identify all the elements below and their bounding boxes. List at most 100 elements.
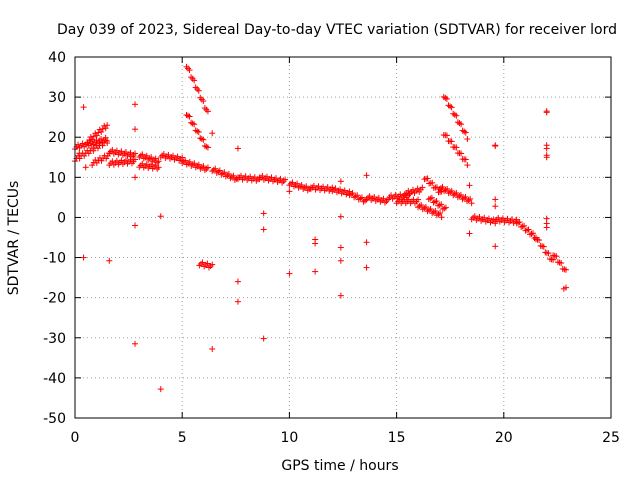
data-point <box>545 250 552 257</box>
data-point <box>438 214 445 221</box>
data-point <box>543 109 550 116</box>
data-point <box>79 140 86 147</box>
data-point <box>429 179 436 186</box>
data-point <box>151 156 158 163</box>
data-point <box>104 138 111 145</box>
data-point <box>448 187 455 194</box>
data-point <box>84 140 91 147</box>
data-point <box>529 230 536 237</box>
data-point <box>149 158 156 165</box>
data-point <box>93 132 100 139</box>
y-axis-label: SDTVAR / TECUs <box>6 181 22 296</box>
data-point <box>286 188 293 195</box>
data-point <box>204 144 211 151</box>
data-point <box>155 158 162 165</box>
data-point <box>558 260 565 267</box>
data-point <box>152 155 159 162</box>
data-point <box>186 113 193 120</box>
data-point <box>186 158 193 165</box>
data-point <box>106 257 113 264</box>
y-tick-label: 20 <box>48 130 66 146</box>
data-point <box>80 254 87 261</box>
data-point <box>467 195 474 202</box>
data-point <box>179 154 186 161</box>
y-tick-label: -30 <box>43 331 66 347</box>
data-point <box>132 222 139 229</box>
data-point <box>209 130 216 137</box>
data-point <box>99 125 106 132</box>
data-point <box>98 135 105 142</box>
data-point <box>458 150 465 157</box>
data-point <box>200 163 207 170</box>
data-point <box>139 151 146 158</box>
data-point <box>358 194 365 201</box>
data-point <box>363 264 370 271</box>
data-point <box>90 133 97 140</box>
data-point <box>191 121 198 128</box>
y-tick-label: -20 <box>43 291 66 307</box>
data-point <box>524 227 531 234</box>
data-point <box>312 268 319 275</box>
data-point <box>225 170 232 177</box>
data-point <box>157 213 164 220</box>
data-point <box>268 174 275 181</box>
data-point <box>259 173 266 180</box>
data-point <box>143 152 150 159</box>
data-point <box>519 223 526 230</box>
data-point <box>332 185 339 192</box>
data-point <box>195 161 202 168</box>
data-point <box>312 240 319 247</box>
data-point <box>75 141 82 148</box>
data-point <box>525 226 532 233</box>
data-point <box>540 243 547 250</box>
data-point <box>433 198 440 205</box>
y-tick-label: 40 <box>48 50 66 66</box>
data-point <box>337 178 344 185</box>
data-point <box>132 174 139 181</box>
data-point <box>405 187 412 194</box>
data-point <box>453 144 460 151</box>
data-point <box>448 138 455 145</box>
data-point <box>260 335 267 342</box>
data-point <box>204 108 211 115</box>
data-point <box>118 148 125 155</box>
x-tick-label: 20 <box>495 430 513 446</box>
data-point <box>165 151 172 158</box>
data-point <box>127 149 134 156</box>
data-point <box>195 128 202 135</box>
data-point <box>146 155 153 162</box>
data-point <box>428 194 435 201</box>
data-point <box>522 227 529 234</box>
data-point <box>337 186 344 193</box>
data-point <box>89 136 96 143</box>
data-point <box>140 155 147 162</box>
data-point <box>298 181 305 188</box>
data-points <box>72 63 569 393</box>
data-point <box>186 67 193 74</box>
data-point <box>492 243 499 250</box>
data-point <box>155 164 162 171</box>
data-point <box>515 219 522 226</box>
data-point <box>363 172 370 179</box>
data-point <box>468 200 475 207</box>
data-point <box>260 226 267 233</box>
data-point <box>543 145 550 152</box>
data-point <box>453 112 460 119</box>
data-point <box>132 150 139 157</box>
data-point <box>457 191 464 198</box>
data-point <box>113 147 120 154</box>
y-tick-label: 30 <box>48 90 66 106</box>
x-tick-label: 0 <box>71 430 80 446</box>
data-point <box>212 165 219 172</box>
data-point <box>553 253 560 260</box>
data-point <box>366 193 373 200</box>
data-point <box>444 185 451 192</box>
data-point <box>200 136 207 143</box>
data-point <box>234 278 241 285</box>
data-point <box>419 184 426 191</box>
data-point <box>102 134 109 141</box>
data-point <box>122 149 129 156</box>
data-point <box>145 156 152 163</box>
